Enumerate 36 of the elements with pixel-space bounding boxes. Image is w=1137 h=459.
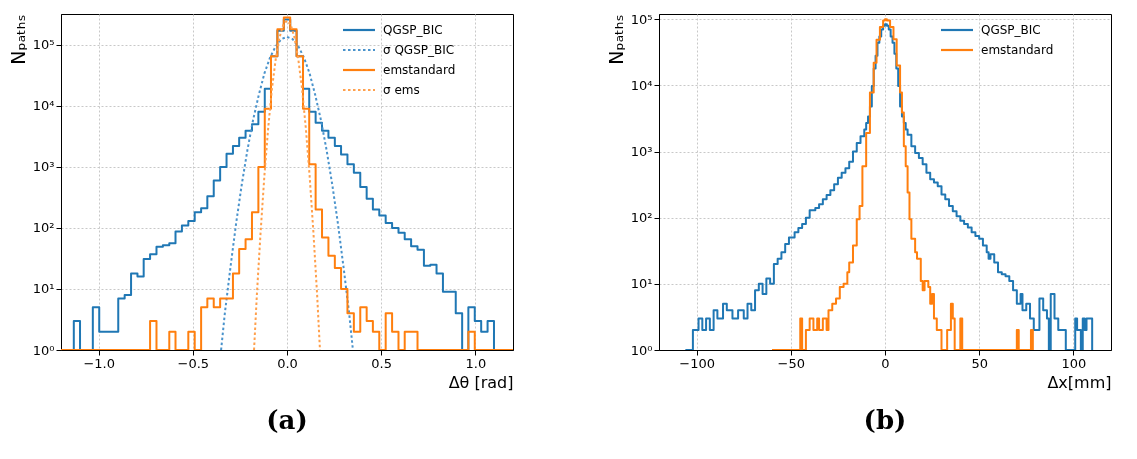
legend-label: QGSP_BIC [981, 23, 1041, 37]
legend-label: emstandard [981, 43, 1054, 57]
legend-label: σ QGSP_BIC [383, 43, 455, 57]
text: (b) [863, 405, 907, 435]
y-tick-label: 10¹ [630, 276, 653, 292]
x-tick-label: 1.0 [465, 355, 487, 371]
text: (a) [266, 405, 308, 435]
y-tick-label: 10² [32, 220, 55, 236]
x-tick-label: −50 [777, 355, 806, 371]
line-series [220, 35, 354, 350]
y-tick-label: 10⁰ [32, 342, 55, 358]
y-tick-label: 10⁵ [630, 11, 653, 27]
x-tick-label: −1.0 [83, 355, 115, 371]
x-tick-label: 50 [971, 355, 988, 371]
legend-label: QGSP_BIC [383, 23, 443, 37]
x-axis-title: Δx[mm] [1047, 372, 1112, 392]
y-tick-label: 10³ [32, 159, 55, 175]
y-axis-title: Nₚₐₜₕₛ [604, 14, 627, 65]
y-tick-label: 10⁴ [32, 98, 55, 114]
x-tick-label: 0.5 [371, 355, 393, 371]
x-axis-title: Δθ [rad] [448, 372, 514, 392]
legend-label: emstandard [383, 63, 456, 77]
x-tick-label: 0 [881, 355, 890, 371]
y-axis-title: Nₚₐₜₕₛ [6, 14, 29, 65]
y-tick-label: 10⁴ [630, 77, 653, 93]
legend-label: σ ems [383, 83, 420, 97]
y-tick-label: 10³ [630, 144, 653, 160]
y-tick-label: 10⁰ [630, 342, 653, 358]
x-tick-label: 0.0 [277, 355, 298, 371]
x-tick-label: −0.5 [177, 355, 210, 371]
y-tick-label: 10² [630, 210, 653, 226]
x-tick-label: 100 [1061, 355, 1087, 371]
y-tick-label: 10⁵ [32, 37, 55, 53]
line-series [253, 19, 321, 350]
y-tick-label: 10¹ [32, 281, 55, 297]
x-tick-label: −100 [679, 355, 716, 371]
